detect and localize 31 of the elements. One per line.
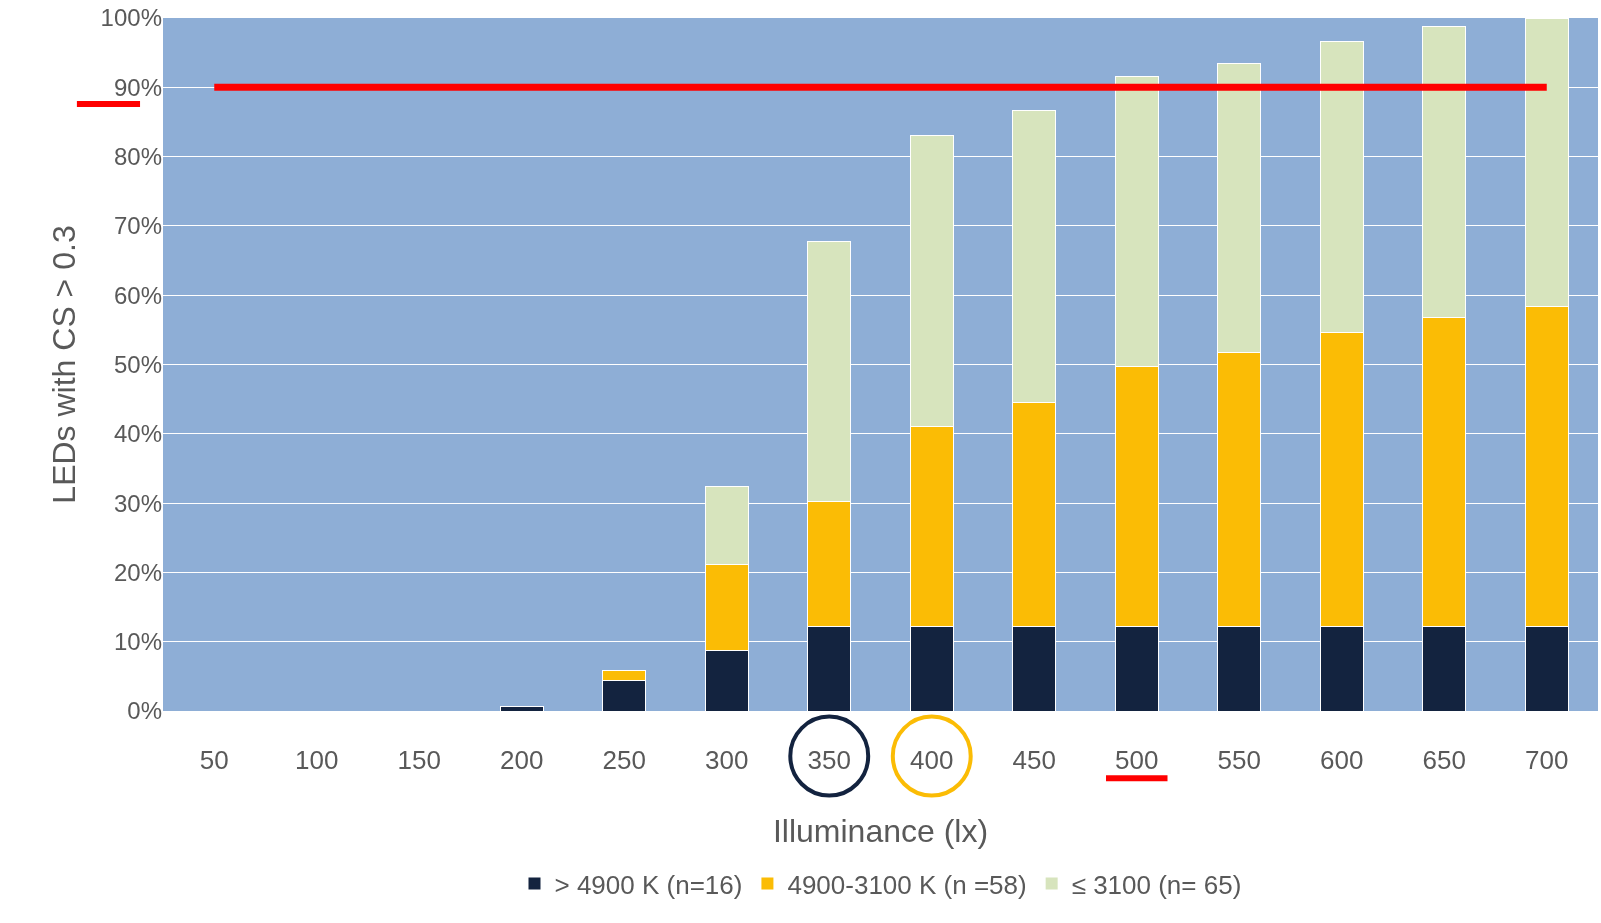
y-tick-label: 0% (127, 697, 162, 725)
y-tick-label: 100% (100, 4, 162, 32)
x-tick-label: 450 (1012, 745, 1056, 776)
x-tick-label: 200 (500, 745, 544, 776)
y-tick-label: 10% (113, 628, 162, 656)
x-tick-label: 50 (199, 745, 229, 776)
y-tick-label: 70% (113, 212, 162, 240)
y-tick-label: 90% (113, 73, 162, 101)
y-tick-label: 20% (113, 558, 162, 586)
y-tick-label: 30% (113, 489, 162, 517)
x-tick-label: 250 (602, 745, 646, 776)
x-tick-label: 350 (807, 745, 851, 776)
legend-label: > 4900 K (n=16) (554, 869, 743, 900)
x-tick-label: 100 (295, 745, 339, 776)
x-axis-title: Illuminance (lx) (772, 813, 989, 850)
y-tick-label: 40% (113, 420, 162, 448)
y-axis-title: LEDs with CS > 0.3 (45, 225, 82, 504)
x-tick-label: 650 (1422, 745, 1466, 776)
x-tick-label: 150 (397, 745, 441, 776)
x-tick-label: 300 (705, 745, 749, 776)
x-tick-label: 400 (910, 745, 954, 776)
x-tick-label: 700 (1525, 745, 1569, 776)
bar (499, 705, 544, 711)
x-tick-label: 600 (1320, 745, 1364, 776)
y-tick-label: 50% (113, 350, 162, 378)
legend-label: ≤ 3100 (n= 65) (1071, 869, 1242, 900)
x-tick-label: 500 (1115, 745, 1159, 776)
y-tick-label: 80% (113, 143, 162, 170)
y-tick-label: 60% (113, 281, 162, 309)
x-tick-label: 550 (1217, 745, 1261, 776)
legend-label: 4900-3100 K (n =58) (787, 869, 1027, 900)
